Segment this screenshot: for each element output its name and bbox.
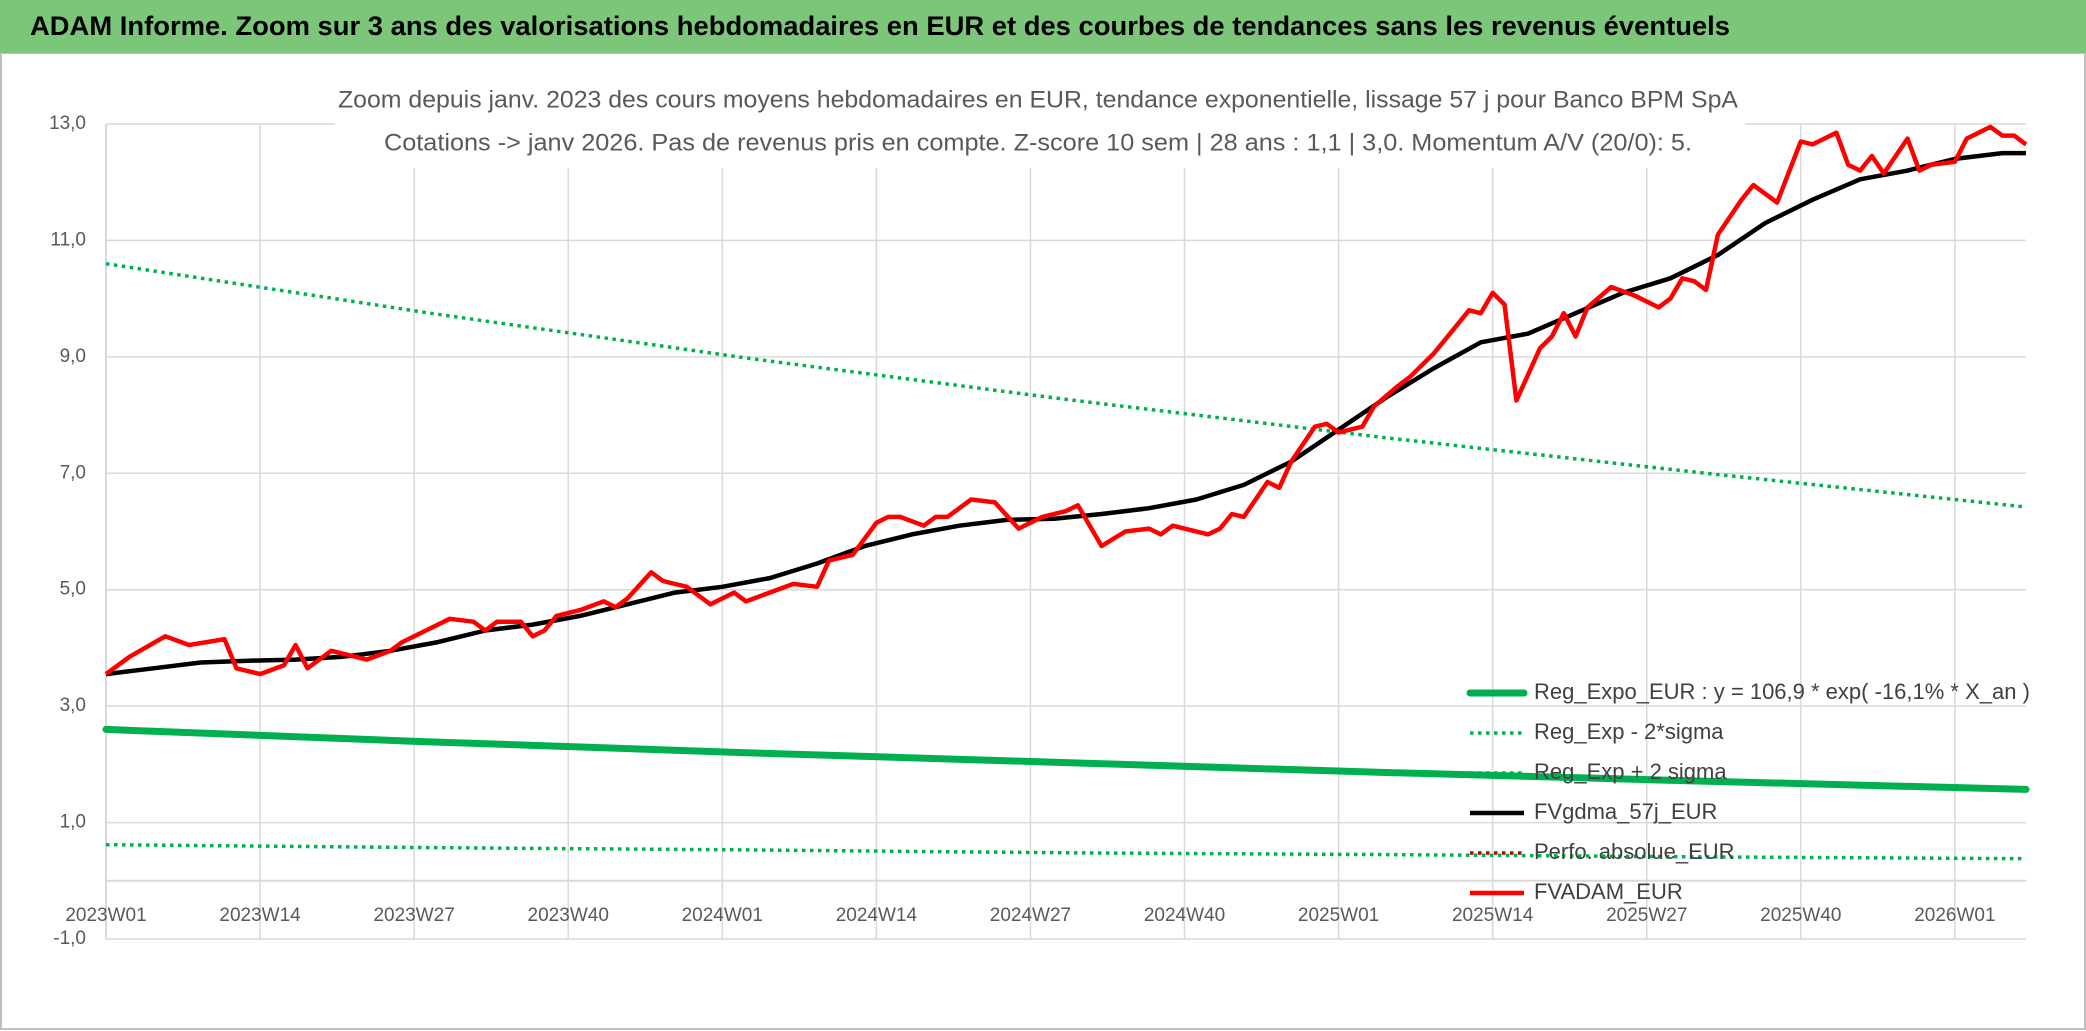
x-tick-label: 2025W01 — [1298, 905, 1379, 926]
legend-label: Reg_Exp + 2 sigma — [1534, 759, 1727, 784]
legend-label: Reg_Exp - 2*sigma — [1534, 719, 1724, 744]
subtitle: Zoom depuis janv. 2023 des cours moyens … — [338, 86, 1738, 113]
x-tick-label: 2024W14 — [836, 905, 918, 926]
x-tick-label: 2024W40 — [1144, 905, 1225, 926]
y-tick-label: 13,0 — [49, 113, 86, 134]
grid — [105, 123, 2026, 940]
series-line — [105, 842, 2027, 861]
legend-label: FVgdma_57j_EUR — [1534, 799, 1717, 824]
y-tick-label: 7,0 — [60, 462, 86, 483]
x-tick-label: 2023W14 — [219, 905, 301, 926]
series-line — [105, 150, 2026, 677]
chart-title: ADAM Informe. Zoom sur 3 ans des valoris… — [30, 11, 1730, 41]
series-line — [105, 261, 2027, 509]
x-tick-label: 2024W27 — [990, 905, 1071, 926]
subtitle-background — [335, 78, 1745, 168]
y-tick-label: 9,0 — [60, 346, 86, 367]
legend-label: FVADAM_EUR — [1534, 879, 1683, 904]
y-tick-label: 3,0 — [60, 695, 86, 716]
legend-label: Reg_Expo_EUR : y = 106,9 * exp( -16,1% *… — [1534, 679, 2030, 704]
x-tick-label: 2025W14 — [1452, 905, 1534, 926]
y-tick-label: 1,0 — [60, 812, 86, 833]
x-tick-label: 2023W40 — [528, 905, 609, 926]
x-tick-label: 2024W01 — [682, 905, 763, 926]
legend: Reg_Expo_EUR : y = 106,9 * exp( -16,1% *… — [1466, 679, 2030, 904]
y-tick-label: -1,0 — [53, 928, 86, 949]
x-tick-label: 2023W27 — [373, 905, 454, 926]
plot-lines — [102, 124, 2030, 861]
x-tick-label: 2023W01 — [65, 905, 146, 926]
series-line — [104, 124, 2028, 677]
series-line — [102, 725, 2030, 793]
legend-label: Perfo. absolue_EUR — [1534, 839, 1735, 864]
y-tick-label: 5,0 — [60, 579, 86, 600]
x-tick-label: 2025W27 — [1606, 905, 1687, 926]
subtitle: Cotations -> janv 2026. Pas de revenus p… — [384, 129, 1692, 156]
y-tick-label: 11,0 — [50, 229, 86, 250]
x-tick-label: 2025W40 — [1760, 905, 1841, 926]
title-bar — [0, 0, 2086, 53]
x-tick-label: 2026W01 — [1914, 905, 1995, 926]
